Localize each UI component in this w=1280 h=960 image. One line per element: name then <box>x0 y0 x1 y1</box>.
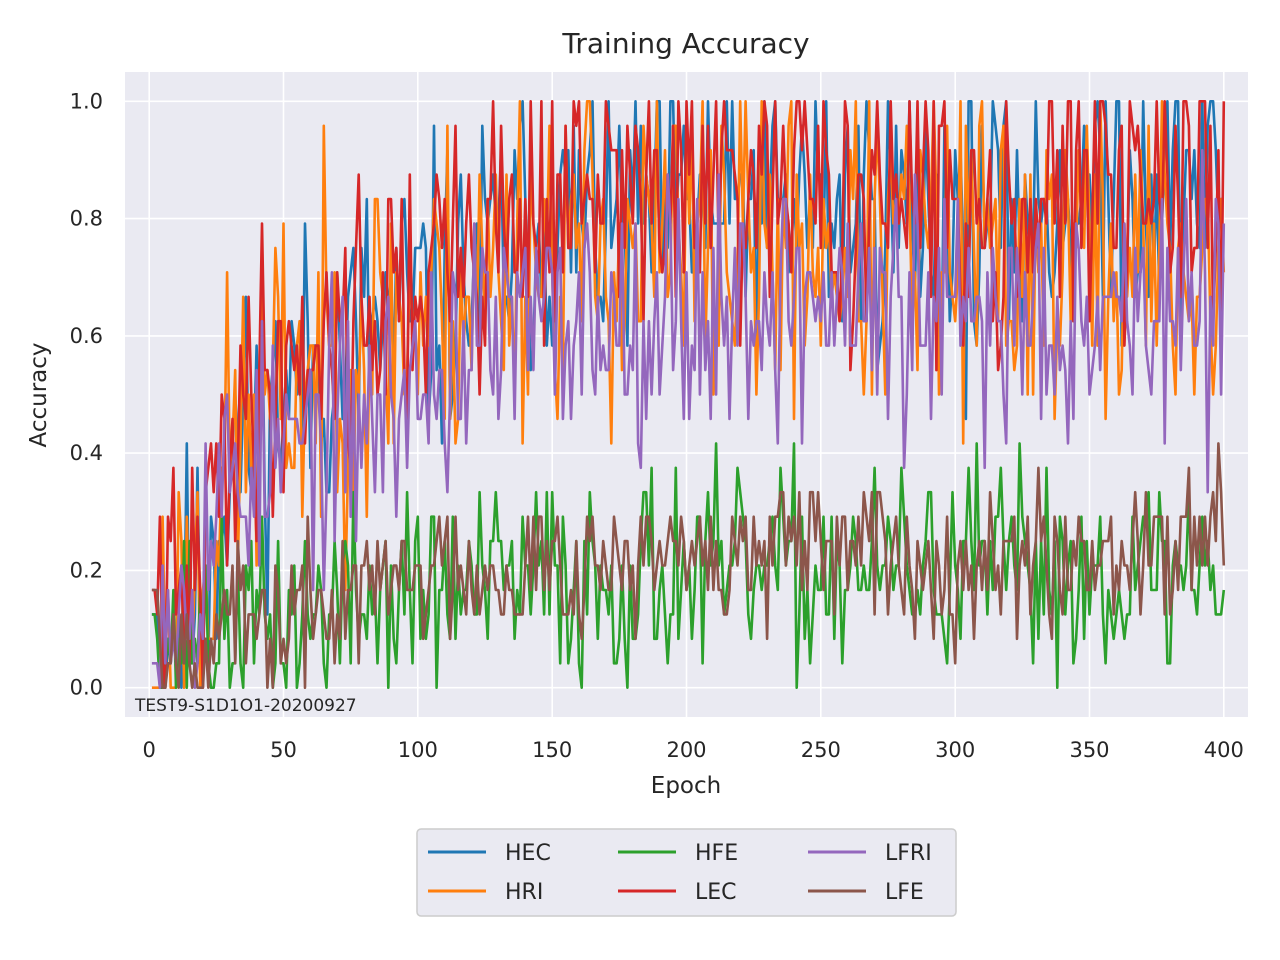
y-axis-label: Accuracy <box>26 342 52 447</box>
x-tick-label: 400 <box>1204 738 1244 762</box>
y-tick-label: 0.6 <box>70 324 103 348</box>
x-tick-label: 150 <box>532 738 572 762</box>
x-tick-label: 300 <box>935 738 975 762</box>
legend: HEC HRI HFE LEC LFRI LFE <box>416 828 957 917</box>
legend-label-hec: HEC <box>505 841 551 866</box>
x-tick-label: 250 <box>801 738 841 762</box>
series-line-hri <box>151 100 1226 690</box>
series-line-lfe <box>151 442 1226 690</box>
x-tick-label: 0 <box>143 738 156 762</box>
y-tick-label: 0.0 <box>70 676 103 700</box>
y-tick-label: 1.0 <box>70 89 103 113</box>
legend-label-lec: LEC <box>695 880 737 905</box>
series-lines <box>151 100 1226 690</box>
legend-label-hri: HRI <box>505 880 543 905</box>
y-tick-label: 0.2 <box>70 558 103 582</box>
legend-label-hfe: HFE <box>695 841 738 866</box>
chart-title: Training Accuracy <box>561 27 809 60</box>
legend-box <box>416 828 957 917</box>
tick-labels: 0 50 100 150 200 250 300 350 400 0.0 0.2 0.4 0.6 0.8 1… <box>70 89 1244 762</box>
y-tick-label: 0.4 <box>70 441 103 465</box>
legend-label-lfri: LFRI <box>885 841 932 866</box>
chart-annotation: TEST9-S1D1O1-20200927 <box>134 696 357 716</box>
series-line-lfri <box>151 148 1226 690</box>
series-line-lec <box>151 100 1226 690</box>
x-tick-label: 200 <box>666 738 706 762</box>
x-tick-label: 100 <box>398 738 438 762</box>
y-tick-label: 0.8 <box>70 207 103 231</box>
x-tick-label: 350 <box>1069 738 1109 762</box>
x-axis-label: Epoch <box>651 773 721 799</box>
x-tick-label: 50 <box>270 738 297 762</box>
legend-label-lfe: LFE <box>885 880 924 905</box>
